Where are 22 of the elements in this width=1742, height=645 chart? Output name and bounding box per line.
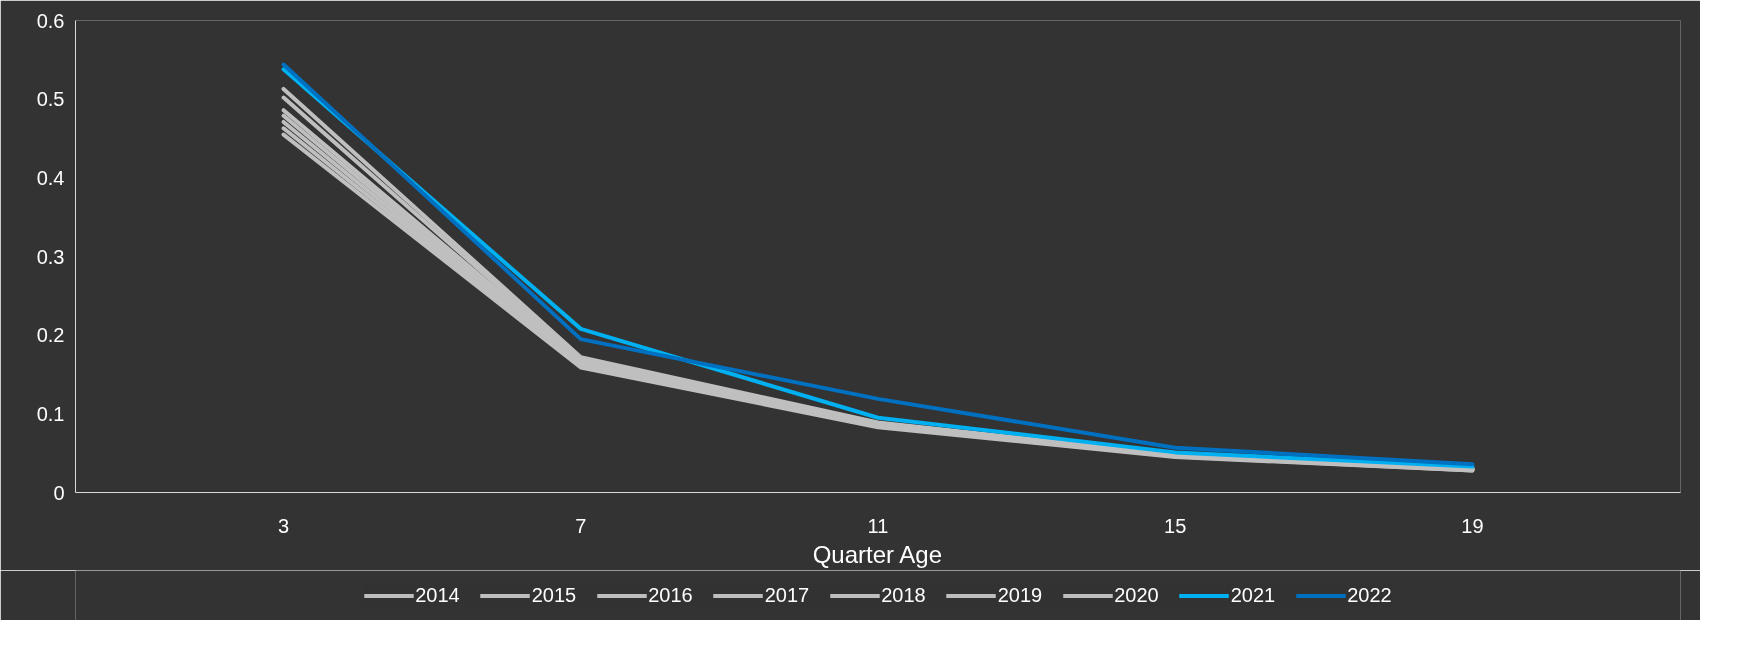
legend-label: 2022	[1347, 583, 1392, 607]
legend-label: 2016	[648, 583, 693, 607]
x-tick-label: 3	[277, 514, 290, 537]
x-axis-title: Quarter Age	[812, 540, 943, 568]
x-tick-label: 19	[1461, 514, 1484, 537]
y-tick-label: 0.3	[36, 245, 65, 268]
legend-label: 2021	[1230, 583, 1276, 607]
legend-label: 2019	[997, 583, 1043, 607]
y-tick-label: 0.6	[36, 9, 65, 32]
y-tick-label: 0.1	[36, 402, 65, 425]
y-tick-label: 0	[53, 481, 65, 504]
x-tick-label: 7	[575, 514, 587, 537]
legend-label: 2018	[881, 583, 926, 607]
y-tick-label: 0.5	[36, 88, 65, 111]
x-tick-label: 11	[867, 514, 889, 537]
legend-label: 2017	[764, 583, 810, 607]
legend-label: 2014	[415, 583, 460, 607]
y-tick-label: 0.2	[36, 324, 65, 347]
legend-label: 2015	[531, 583, 577, 607]
y-tick-label: 0.4	[36, 166, 65, 189]
x-tick-label: 15	[1164, 514, 1187, 537]
legend-label: 2020	[1114, 583, 1159, 607]
